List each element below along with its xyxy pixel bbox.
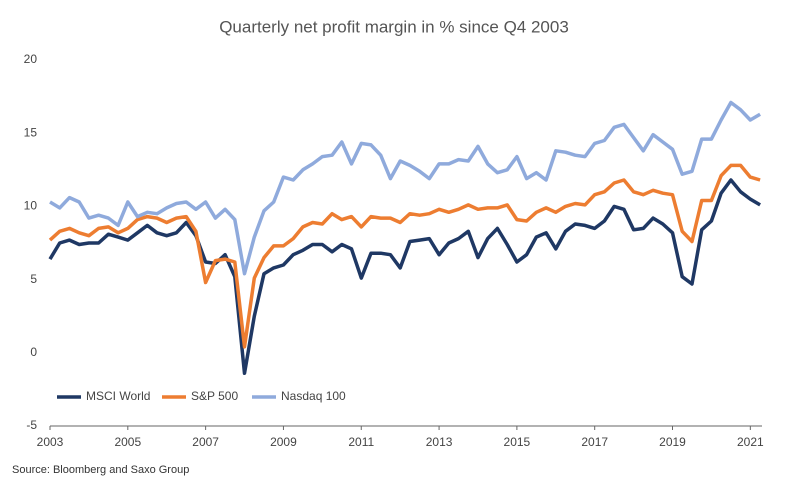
x-tick-label: 2013 [426,435,453,449]
y-tick-label: 5 [30,272,37,286]
series-line [48,178,761,376]
x-tick-label: 2007 [192,435,219,449]
x-tick-label: 2017 [581,435,608,449]
y-tick-label: -5 [26,418,37,432]
x-tick-label: 2015 [504,435,531,449]
y-tick-label: 0 [30,345,37,359]
x-tick-label: 2003 [37,435,64,449]
series-line [49,100,761,276]
x-tick-label: 2019 [659,435,686,449]
legend-label: MSCI World [86,389,150,403]
y-tick-label: 20 [24,52,38,66]
x-tick-label: 2011 [348,435,374,449]
series-line [48,163,761,349]
y-tick-label: 10 [24,199,38,213]
chart-title: Quarterly net profit margin in % since Q… [219,17,569,36]
x-tick-label: 2005 [114,435,141,449]
legend-label: S&P 500 [191,389,238,403]
y-tick-label: 15 [24,125,38,139]
x-tick-label: 2021 [737,435,764,449]
source-note: Source: Bloomberg and Saxo Group [12,464,189,476]
x-tick-label: 2009 [270,435,297,449]
legend-label: Nasdaq 100 [281,389,346,403]
